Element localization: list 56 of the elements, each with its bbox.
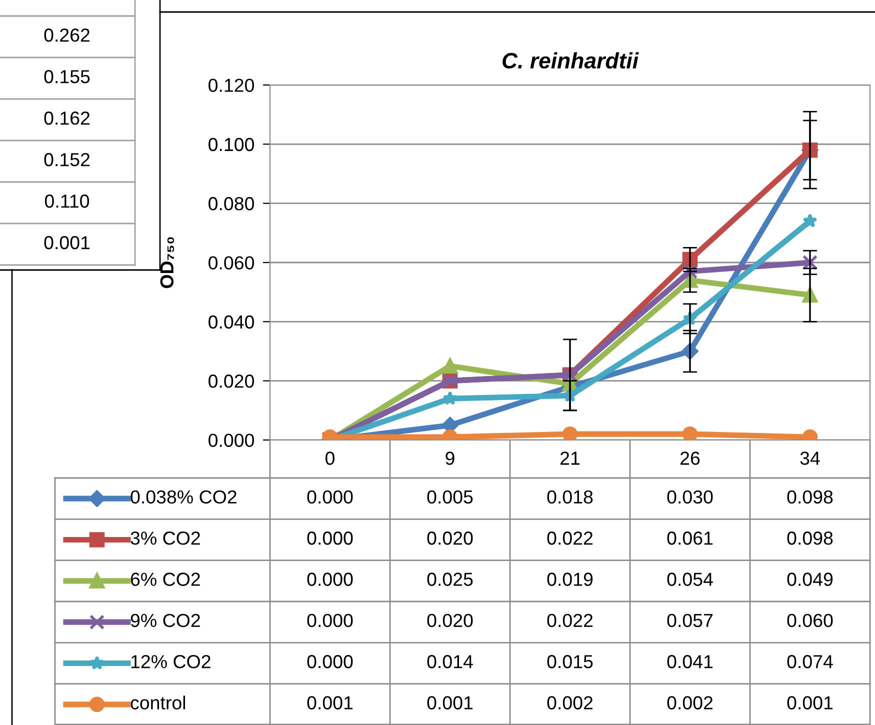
x-tick-label: 9 [446, 452, 454, 465]
legend-label: 0.038% CO2 [130, 490, 236, 504]
data-label: 0.054 [667, 572, 713, 586]
data-label: 0.060 [787, 614, 833, 628]
text: 0.110 [44, 194, 90, 208]
data-label: 0.020 [427, 614, 473, 628]
data-label: 0.098 [787, 532, 833, 545]
text: 0.262 [44, 28, 90, 42]
data-label: 0.022 [547, 532, 593, 545]
legend-label: control [130, 696, 186, 710]
x-tick-label: 21 [560, 452, 580, 465]
data-label: 0.018 [547, 490, 593, 504]
y-tick-label: 0.040 [208, 315, 254, 329]
data-label: 0.074 [787, 655, 833, 668]
data-label: 0.000 [307, 572, 353, 586]
data-label: 0.041 [667, 655, 713, 668]
legend-label: 9% CO2 [130, 614, 200, 628]
y-tick-label: 0.060 [208, 256, 254, 270]
legend-label: 6% CO2 [130, 572, 200, 586]
data-label: 0.015 [547, 655, 593, 668]
legend-label: 12% CO2 [131, 655, 210, 668]
data-label: 0.000 [307, 532, 353, 545]
data-label: 0.061 [667, 532, 713, 545]
y-tick-label: 0.020 [208, 374, 254, 388]
data-label: 0.000 [307, 655, 353, 668]
data-label: 0.002 [667, 696, 713, 710]
text: 0.162 [44, 112, 90, 125]
y-axis-title: OD₇₅₀ [160, 237, 174, 288]
data-label: 0.020 [427, 532, 473, 545]
data-label: 0.098 [787, 490, 833, 504]
y-tick-label: 0.000 [208, 434, 254, 447]
data-label: 0.001 [787, 696, 833, 710]
data-label: 0.001 [427, 696, 473, 710]
chart-title: C. reinhardtii [502, 52, 639, 69]
data-label: 0.000 [307, 614, 353, 628]
x-tick-label: 34 [800, 452, 820, 465]
y-tick-label: 0.080 [208, 197, 254, 210]
data-label: 0.025 [427, 572, 473, 586]
data-label: 0.057 [667, 614, 713, 628]
x-tick-label: 26 [680, 452, 700, 465]
text: 0.155 [44, 70, 90, 84]
data-label: 0.001 [307, 696, 353, 710]
data-label: 0.005 [427, 490, 473, 504]
data-label: 0.022 [547, 614, 593, 628]
data-label: 0.030 [667, 490, 713, 504]
text: 0.001 [44, 236, 90, 250]
data-label: 0.014 [427, 655, 473, 668]
x-tick-label: 0 [326, 452, 334, 465]
data-label: 0.049 [787, 572, 833, 586]
y-tick-label: 0.120 [208, 78, 254, 92]
text: 0.152 [44, 153, 90, 166]
data-label: 0.002 [547, 696, 593, 710]
data-label: 0.000 [307, 490, 353, 504]
legend-label: 3% CO2 [130, 532, 200, 545]
y-tick-label: 0.100 [208, 138, 254, 152]
data-label: 0.019 [547, 572, 593, 586]
